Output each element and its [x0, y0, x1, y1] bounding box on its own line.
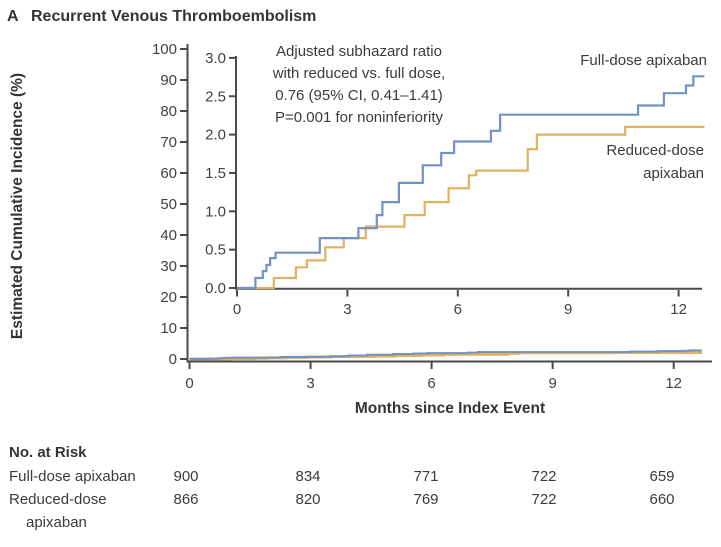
main-x-tick-label: 3	[306, 375, 314, 392]
inset-x-tick-label: 9	[564, 301, 572, 318]
risk-value: 722	[531, 468, 557, 485]
full-dose-curve-main	[189, 349, 702, 360]
risk-row-label-line2: apixaban	[26, 514, 87, 531]
main-y-tick-label: 70	[160, 134, 177, 151]
main-axes	[186, 44, 712, 363]
inset-x-tick-label: 12	[670, 301, 687, 318]
reduced-dose-curve-label: Reduced-dose apixaban	[606, 142, 704, 182]
figure-title: Recurrent Venous Thromboembolism	[31, 8, 317, 25]
inset-y-tick-label: 1.5	[205, 165, 226, 182]
main-y-tick-label: 10	[160, 320, 177, 337]
risk-table-header: No. at Risk	[9, 444, 87, 461]
inset-y-tick-label: 1.0	[205, 203, 226, 220]
subhazard-annotation: Adjusted subhazard ratio with reduced vs…	[243, 41, 475, 129]
inset-x-tick-label: 0	[233, 301, 241, 318]
inset-y-tick-label: 3.0	[205, 50, 226, 67]
inset-y-tick-label: 0.0	[205, 280, 226, 297]
main-y-tick-label: 100	[152, 41, 177, 58]
risk-value: 820	[295, 491, 321, 508]
x-axis-label: Months since Index Event	[354, 400, 546, 417]
main-y-tick-label: 50	[160, 196, 177, 213]
inset-y-tick-label: 2.0	[205, 127, 226, 144]
main-x-tick-label: 0	[185, 375, 193, 392]
annotation-line: 0.76 (95% CI, 0.41–1.41)	[275, 87, 443, 104]
reduced-dose-curve-inset	[237, 125, 705, 290]
inset-x-tick-label: 3	[343, 301, 351, 318]
main-y-tick-label: 90	[160, 72, 177, 89]
main-y-tick-label: 40	[160, 227, 177, 244]
main-y-tick-label: 80	[160, 103, 177, 120]
risk-value: 769	[413, 491, 439, 508]
risk-value: 834	[295, 468, 321, 485]
inset-y-tick-label: 2.5	[205, 88, 226, 105]
main-x-tick-label: 12	[665, 375, 682, 392]
panel-label: A	[7, 8, 19, 25]
risk-value: 659	[649, 468, 675, 485]
risk-row-label: Full-dose apixaban	[9, 468, 136, 485]
full-dose-curve-inset	[237, 75, 705, 290]
main-y-tick-label: 20	[160, 289, 177, 306]
main-y-tick-label: 30	[160, 258, 177, 275]
annotation-line: with reduced vs. full dose,	[272, 65, 446, 82]
main-y-tick-label: 60	[160, 165, 177, 182]
inset-axes	[235, 56, 702, 290]
main-x-tick-label: 9	[548, 375, 556, 392]
risk-value: 660	[649, 491, 675, 508]
risk-value: 900	[173, 468, 199, 485]
main-x-tick-label: 6	[427, 375, 435, 392]
inset-y-tick-label: 0.5	[205, 242, 226, 259]
full-dose-curve-label: Full-dose apixaban	[580, 52, 707, 69]
risk-value: 771	[413, 468, 439, 485]
annotation-line: P=0.001 for noninferiority	[274, 109, 444, 126]
risk-row-label: Reduced-dose	[9, 491, 107, 508]
inset-x-tick-label: 6	[454, 301, 462, 318]
main-y-tick-label: 0	[169, 351, 177, 368]
annotation-line: Adjusted subhazard ratio	[276, 43, 442, 60]
risk-value: 866	[173, 491, 199, 508]
risk-value: 722	[531, 491, 557, 508]
